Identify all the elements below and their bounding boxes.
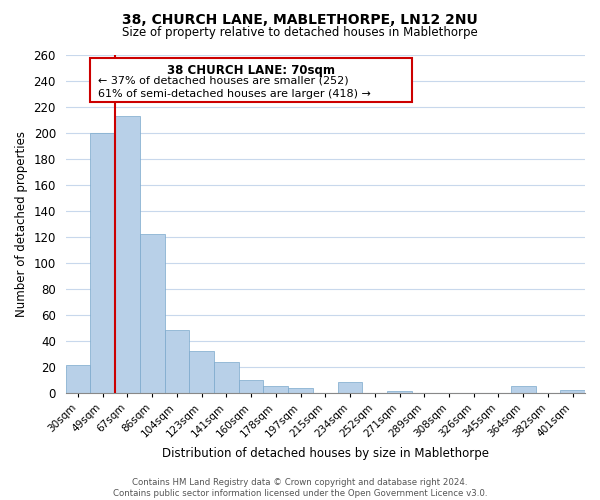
Bar <box>91 133 115 393</box>
Text: 61% of semi-detached houses are larger (418) →: 61% of semi-detached houses are larger (… <box>98 89 371 99</box>
Bar <box>214 362 239 393</box>
Text: Contains HM Land Registry data © Crown copyright and database right 2024.
Contai: Contains HM Land Registry data © Crown c… <box>113 478 487 498</box>
Text: 38 CHURCH LANE: 70sqm: 38 CHURCH LANE: 70sqm <box>167 64 335 77</box>
Text: 38, CHURCH LANE, MABLETHORPE, LN12 2NU: 38, CHURCH LANE, MABLETHORPE, LN12 2NU <box>122 12 478 26</box>
Bar <box>387 392 412 393</box>
Bar <box>115 116 140 393</box>
Bar <box>288 388 313 393</box>
Bar <box>560 390 585 393</box>
FancyBboxPatch shape <box>91 58 412 102</box>
Bar <box>190 351 214 393</box>
Bar <box>239 380 263 393</box>
Bar <box>263 386 288 393</box>
Text: Size of property relative to detached houses in Mablethorpe: Size of property relative to detached ho… <box>122 26 478 39</box>
Bar <box>140 234 164 393</box>
Bar <box>338 382 362 393</box>
Bar <box>65 366 91 393</box>
Text: ← 37% of detached houses are smaller (252): ← 37% of detached houses are smaller (25… <box>98 76 349 86</box>
Y-axis label: Number of detached properties: Number of detached properties <box>15 131 28 317</box>
Bar <box>511 386 536 393</box>
Bar <box>164 330 190 393</box>
X-axis label: Distribution of detached houses by size in Mablethorpe: Distribution of detached houses by size … <box>162 447 489 460</box>
